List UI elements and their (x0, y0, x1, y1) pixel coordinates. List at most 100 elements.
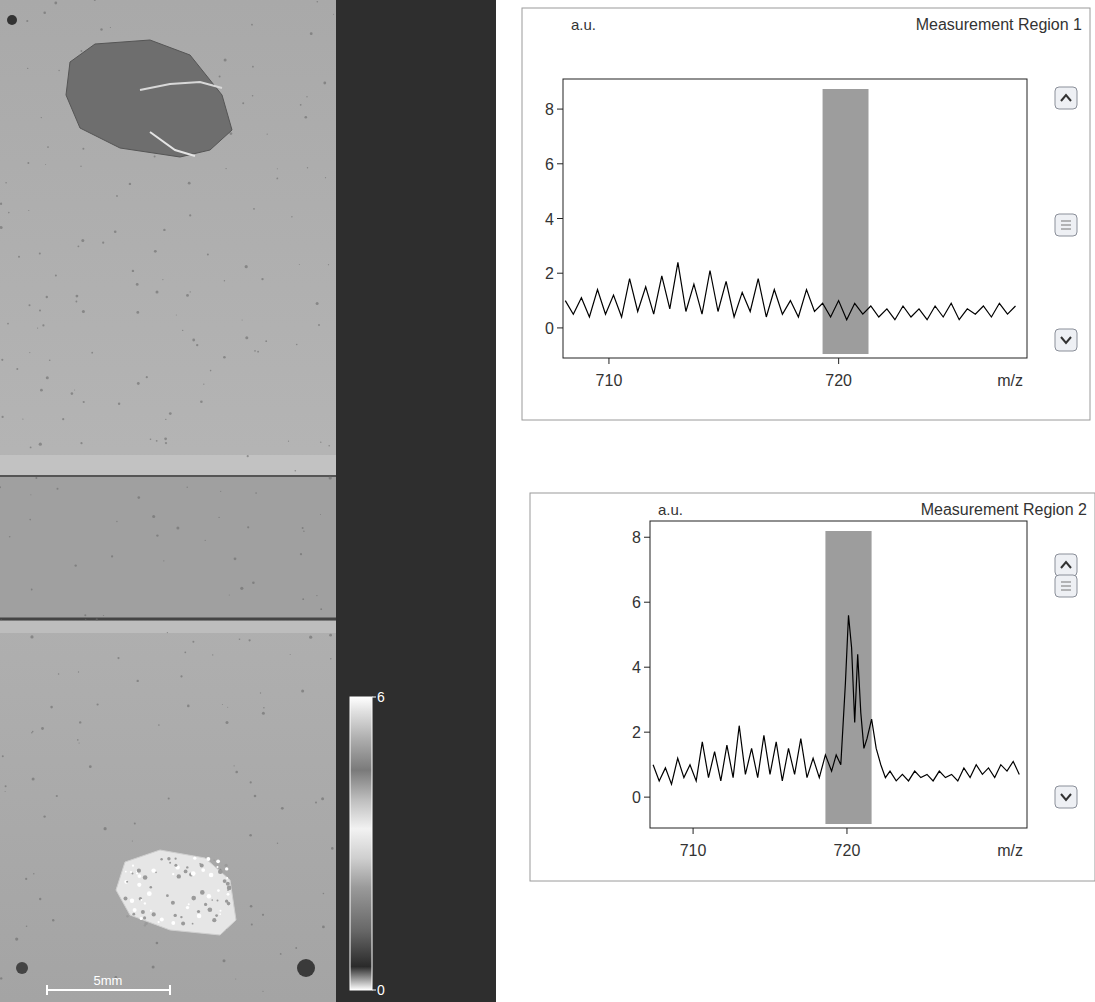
x-tick-label: 710 (680, 842, 707, 859)
y-tick-label: 0 (545, 320, 554, 337)
speckle (117, 657, 119, 659)
speckle (189, 214, 191, 216)
menu-line (1061, 582, 1071, 583)
speckle (43, 815, 45, 817)
signal-speckle (215, 914, 218, 917)
speckle (8, 212, 10, 214)
speckle (5, 182, 7, 184)
speckle (91, 352, 93, 354)
speckle (205, 540, 206, 541)
speckle (5, 791, 6, 792)
speckle (26, 925, 28, 927)
speckle (77, 739, 79, 741)
y-tick-label: 2 (545, 265, 554, 282)
speckle (262, 914, 264, 916)
signal-speckle (193, 857, 196, 860)
menu-line (1061, 225, 1071, 226)
signal-speckle (200, 864, 204, 868)
speckle (167, 632, 168, 633)
signal-speckle (197, 914, 202, 919)
speckle (242, 319, 243, 320)
y-tick-label: 8 (545, 101, 554, 118)
signal-speckle (158, 921, 160, 923)
speckle (307, 167, 308, 168)
speckle (180, 675, 182, 677)
signal-speckle (160, 858, 162, 860)
speckle (49, 360, 51, 362)
signal-speckle (192, 923, 194, 925)
speckle (265, 340, 267, 342)
colorbar-tick-label: 0 (377, 982, 385, 998)
speckle (234, 557, 237, 560)
spot (7, 15, 17, 25)
speckle (45, 164, 46, 165)
speckle (300, 553, 302, 555)
signal-speckle (177, 874, 181, 878)
signal-speckle (171, 921, 175, 925)
speckle (315, 802, 317, 804)
speckle (305, 116, 308, 119)
signal-speckle (226, 877, 228, 879)
speckle (83, 401, 85, 403)
speckle (247, 526, 249, 528)
speckle (71, 392, 74, 395)
speckle (39, 898, 41, 900)
speckle (261, 278, 263, 280)
speckle (222, 704, 223, 705)
y-tick (644, 797, 650, 798)
speckle (249, 639, 251, 641)
scroll-button[interactable] (1055, 87, 1077, 109)
y-tick-label: 2 (632, 724, 641, 741)
speckle (57, 488, 59, 490)
signal-speckle (209, 873, 214, 878)
signal-speckle (181, 921, 185, 925)
speckle (260, 692, 261, 693)
speckle (251, 24, 253, 26)
speckle (267, 134, 268, 135)
panel-box (522, 8, 1090, 420)
speckle (76, 295, 79, 298)
y-tick-label: 4 (632, 659, 641, 676)
y-axis-label: a.u. (658, 501, 683, 518)
speckle (299, 264, 300, 265)
scroll-button[interactable] (1055, 575, 1077, 597)
scroll-button[interactable] (1055, 554, 1077, 576)
speckle (30, 635, 33, 638)
signal-speckle (199, 863, 201, 865)
speckle (302, 598, 304, 600)
speckle (0, 226, 3, 229)
speckle (35, 477, 37, 479)
speckle (54, 2, 57, 5)
signal-speckle (141, 910, 145, 914)
signal-speckle (225, 867, 228, 870)
speckle (190, 291, 191, 292)
speckle (39, 310, 41, 312)
colorbar (350, 697, 372, 990)
speckle (245, 336, 248, 339)
speckle (186, 294, 189, 297)
scroll-button[interactable] (1055, 786, 1077, 808)
speckle (235, 771, 238, 774)
speckle (225, 168, 226, 169)
speckle (257, 351, 259, 353)
signal-speckle (213, 859, 215, 861)
scroll-button[interactable] (1055, 329, 1077, 351)
speckle (116, 521, 117, 522)
speckle (164, 437, 167, 440)
spot (297, 959, 315, 977)
speckle (43, 11, 46, 14)
x-tick-label: 720 (834, 842, 861, 859)
band-edge (0, 618, 336, 621)
signal-speckle (172, 873, 174, 875)
scale-bar (47, 989, 170, 991)
speckle (331, 847, 334, 850)
speckle (250, 905, 253, 908)
speckle (80, 166, 81, 167)
speckle (16, 368, 18, 370)
speckle (165, 419, 166, 420)
x-tick-label: 710 (596, 372, 623, 389)
speckle (163, 229, 165, 231)
scroll-button[interactable] (1055, 214, 1077, 236)
speckle (230, 132, 233, 135)
speckle (82, 310, 85, 313)
